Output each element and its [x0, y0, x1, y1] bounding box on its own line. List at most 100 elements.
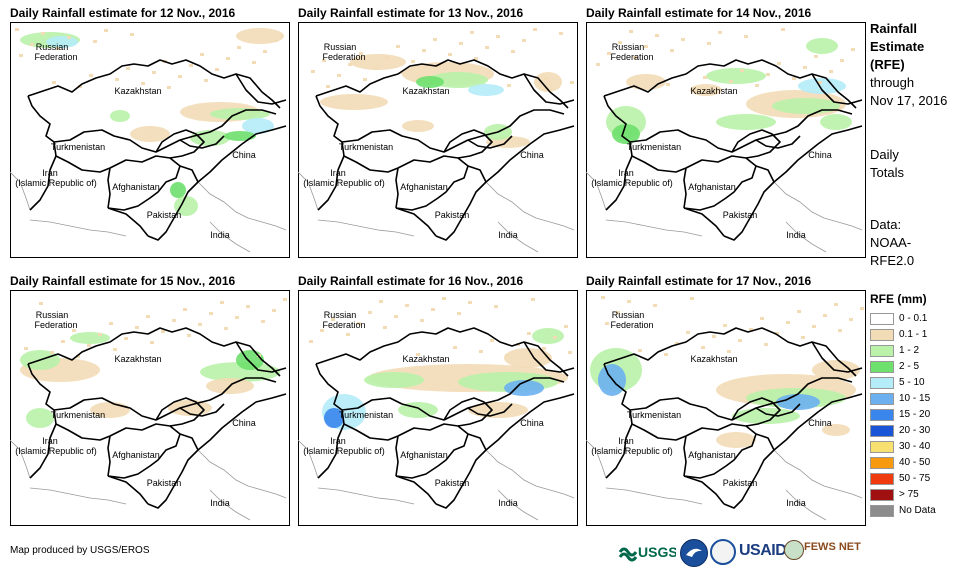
country-border — [395, 423, 469, 479]
country-border — [395, 155, 469, 211]
legend-label: 20 - 30 — [899, 425, 931, 436]
rain-speck — [72, 329, 76, 332]
rain-speck — [189, 64, 193, 67]
rain-speck — [141, 82, 145, 85]
rain-speck — [172, 319, 176, 322]
rain-area — [324, 408, 344, 428]
country-border — [629, 377, 853, 421]
legend-item: 10 - 15 — [870, 391, 965, 407]
rain-speck — [803, 66, 807, 69]
minor-border — [317, 219, 415, 237]
rain-speck — [596, 63, 600, 66]
rain-speck — [542, 347, 546, 350]
rain-speck — [224, 327, 228, 330]
country-border — [395, 167, 399, 209]
rain-speck — [346, 333, 350, 336]
rfe-title-line: Rainfall — [870, 21, 917, 36]
country-border — [395, 435, 399, 477]
legend-item: 30 - 40 — [870, 439, 965, 455]
rain-speck — [568, 351, 572, 354]
country-label-iran-1: Iran — [618, 168, 634, 178]
rain-area — [534, 72, 562, 92]
panel-title: Daily Rainfall estimate for 15 Nov., 201… — [10, 274, 236, 288]
rain-speck — [840, 59, 844, 62]
country-border — [315, 363, 343, 411]
rain-area — [416, 76, 444, 88]
rain-speck — [638, 349, 642, 352]
country-border — [197, 125, 287, 183]
country-border — [603, 95, 631, 143]
country-label-china: China — [232, 150, 256, 160]
side-info: Rainfall Estimate (RFE) through Nov 17, … — [870, 20, 965, 268]
country-border — [467, 403, 513, 417]
country-border — [811, 341, 863, 373]
country-border — [107, 207, 149, 237]
country-border — [683, 167, 687, 209]
country-label-kazakhstan: Kazakhstan — [402, 354, 449, 364]
rain-speck — [237, 46, 241, 49]
country-label-china: China — [232, 418, 256, 428]
country-label-afghanistan: Afghanistan — [400, 450, 448, 460]
rain-area — [200, 362, 280, 382]
country-border — [629, 109, 853, 153]
rain-speck — [607, 52, 611, 55]
country-border — [107, 423, 181, 479]
rain-speck — [41, 32, 45, 35]
country-border — [443, 129, 493, 159]
rfe-title-line: (RFE) — [870, 57, 905, 72]
rain-speck — [348, 63, 352, 66]
country-border — [773, 393, 863, 451]
rain-speck — [272, 309, 276, 312]
country-border — [29, 155, 57, 211]
country-border — [235, 341, 287, 373]
minor-border — [773, 181, 863, 231]
rain-speck — [792, 77, 796, 80]
country-border — [147, 165, 199, 241]
rain-speck — [416, 353, 420, 356]
country-border — [811, 73, 863, 105]
country-label-russia-2: Federation — [322, 320, 365, 330]
rain-speck — [87, 344, 91, 347]
rain-speck — [320, 329, 324, 332]
daily-line: Daily — [870, 147, 899, 162]
country-border — [27, 363, 55, 411]
map-panel: Daily Rainfall estimate for 12 Nov., 201… — [10, 4, 290, 266]
minor-border — [773, 449, 863, 499]
country-label-china: China — [520, 418, 544, 428]
country-label-iran-2: (Islamic Republic of) — [591, 178, 673, 188]
rain-area — [798, 78, 846, 94]
country-label-pakistan: Pakistan — [147, 478, 182, 488]
legend-swatch — [870, 361, 894, 373]
country-border — [603, 59, 857, 109]
rain-speck — [453, 346, 457, 349]
map-panel: Daily Rainfall estimate for 13 Nov., 201… — [298, 4, 578, 266]
rain-speck — [220, 301, 224, 304]
rain-speck — [187, 334, 191, 337]
legend-item: > 75 — [870, 487, 965, 503]
rain-area — [26, 408, 54, 428]
country-border — [315, 327, 569, 377]
country-border — [683, 475, 725, 505]
legend-label: 0.1 - 1 — [899, 329, 928, 340]
rain-area — [236, 350, 264, 370]
legend-item: 40 - 50 — [870, 455, 965, 471]
country-label-india: India — [498, 230, 518, 240]
country-label-india: India — [210, 230, 230, 240]
rain-speck — [61, 340, 65, 343]
rain-area — [110, 110, 130, 122]
country-label-russia-2: Federation — [34, 320, 77, 330]
rain-area — [70, 332, 110, 344]
rain-speck — [494, 305, 498, 308]
legend-label: 50 - 75 — [899, 473, 931, 484]
rain-speck — [331, 318, 335, 321]
rain-area — [130, 126, 170, 142]
legend-swatch — [870, 409, 894, 421]
rain-speck — [849, 318, 853, 321]
legend-label: 10 - 15 — [899, 393, 931, 404]
rain-speck — [30, 43, 34, 46]
country-label-turkmenistan: Turkmenistan — [627, 142, 681, 152]
rain-speck — [337, 74, 341, 77]
